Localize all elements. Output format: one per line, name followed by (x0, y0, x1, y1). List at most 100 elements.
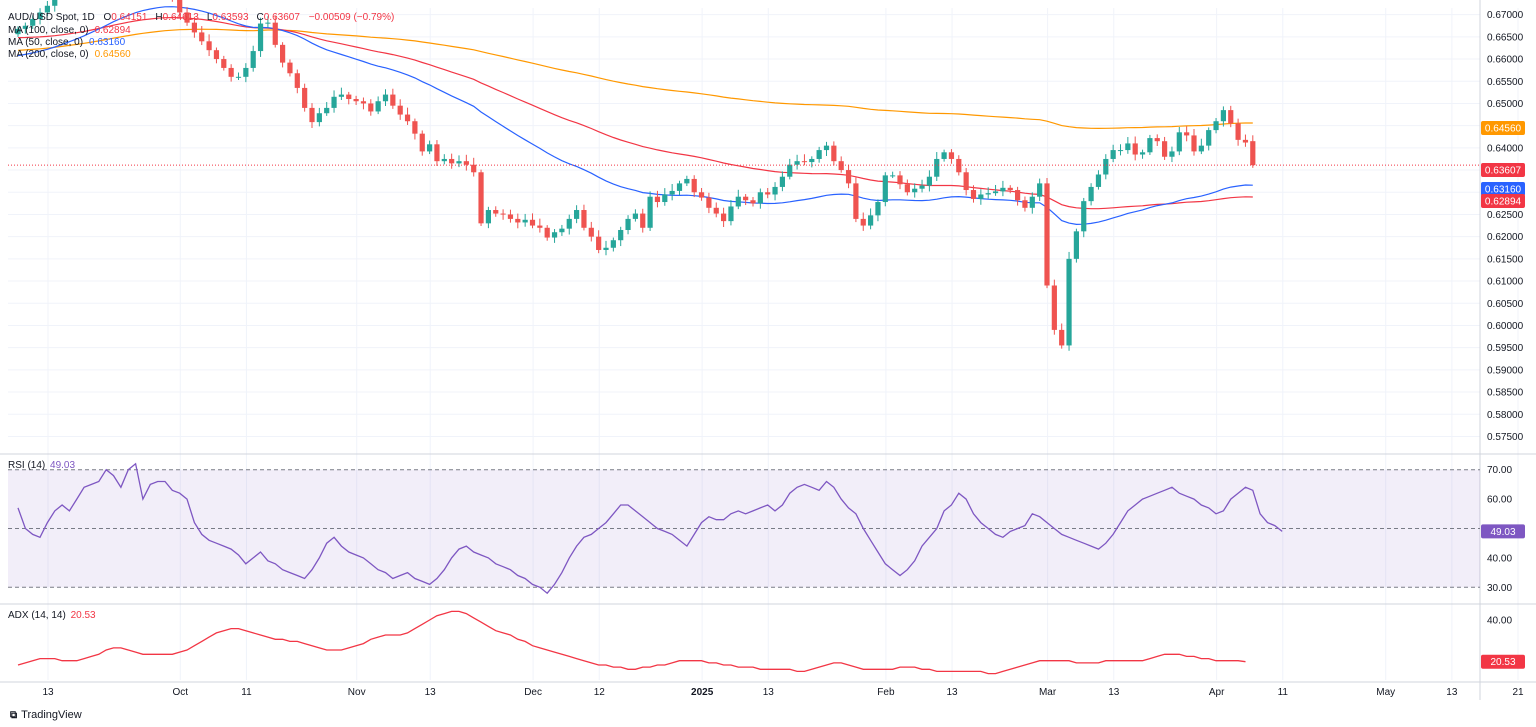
candle-body (706, 197, 712, 208)
price-badge-bg (1481, 194, 1525, 208)
candle-body (1088, 186, 1094, 202)
candle-body (338, 94, 344, 97)
ma-legend-row: MA (100, close, 0) 0.62894 (8, 25, 133, 36)
candle-body (1110, 150, 1116, 159)
x-tick-label: Nov (348, 687, 366, 698)
ohlc-value: 0.64151 (111, 12, 148, 23)
x-tick-label: 11 (241, 687, 252, 698)
candle-body (845, 170, 852, 184)
candle-body (324, 107, 330, 114)
candle-body (368, 103, 374, 112)
candle-body (1059, 329, 1065, 346)
candle-body (794, 161, 800, 165)
symbol-legend: AUD/USD Spot, 1D O0.64151 H0.64613 L0.6359… (8, 12, 396, 23)
ohlc-l: L0.63593 (206, 12, 249, 23)
candle-body (471, 164, 477, 173)
x-tick-label: Dec (524, 687, 542, 698)
candle-body (382, 94, 389, 102)
candle-body (44, 5, 50, 13)
candle-body (272, 22, 278, 45)
x-tick-label: 13 (946, 687, 958, 698)
ma-legend-row: MA (200, close, 0) 0.64560 (8, 49, 133, 60)
candle-body (235, 76, 242, 78)
candle-body (662, 194, 668, 203)
candle-body (559, 228, 565, 233)
ohlc-value: 0.63593 (212, 12, 249, 23)
candle-body (1015, 190, 1021, 201)
candle-body (522, 219, 528, 223)
candle-body (1073, 231, 1079, 259)
candle-body (243, 67, 249, 77)
x-tick-label: 12 (594, 687, 606, 698)
ma-legend-value: 0.62894 (94, 25, 131, 36)
candle-body (823, 145, 830, 151)
candle-body (1162, 141, 1168, 157)
ma200-line (17, 28, 1253, 130)
candle-body (228, 67, 234, 77)
candle-body (287, 62, 293, 74)
candle-body (853, 183, 859, 219)
y-tick-label: 0.65500 (1487, 77, 1524, 88)
candle-body (1037, 183, 1043, 197)
candle-body (1117, 150, 1124, 152)
y-tick-label: 0.62500 (1487, 210, 1524, 221)
candle-body (250, 51, 256, 68)
y-tick-label: 0.57500 (1487, 432, 1524, 443)
candle-body (441, 158, 447, 162)
x-tick-label: 11 (1278, 687, 1289, 698)
x-tick-label: 2025 (691, 687, 714, 698)
y-tick-label: 0.60500 (1487, 299, 1524, 310)
x-tick-label: May (1376, 687, 1395, 698)
rsi-line (17, 462, 1283, 595)
candle-body (22, 25, 28, 29)
rsi-pane (8, 462, 1480, 595)
candle-body (1206, 130, 1212, 146)
candle-body (1007, 187, 1013, 191)
candle-body (434, 144, 440, 162)
adx-badge: 20.53 (1490, 657, 1515, 668)
candle-body (1081, 201, 1087, 232)
rsi-badge-bg (1481, 524, 1525, 539)
candle-body (890, 175, 896, 177)
candle-body (184, 12, 190, 23)
candle-body (52, 0, 58, 6)
x-tick-label: 13 (425, 687, 437, 698)
x-tick-label: Feb (877, 687, 895, 698)
candle-body (1139, 152, 1146, 155)
candle-body (728, 206, 734, 222)
candle-body (463, 161, 469, 165)
candle-body (353, 99, 359, 102)
axes: 0.67000 0.66500 0.66000 0.65500 0.65000 0.645… (42, 10, 1524, 698)
adx-badge-bg (1481, 654, 1525, 669)
price-change: −0.00509 (−0.79%) (308, 12, 395, 23)
x-tick-label: 13 (763, 687, 775, 698)
rsi-tick-label: 70.00 (1487, 465, 1512, 476)
candle-body (941, 152, 947, 159)
candle-body (1051, 285, 1057, 330)
candle-body (838, 161, 844, 171)
candle-body (831, 145, 837, 162)
candle-body (868, 215, 874, 226)
candle-body (765, 192, 771, 195)
candle-body (537, 225, 543, 228)
candle-body (30, 19, 36, 26)
candle-body (684, 178, 690, 184)
candle-body (449, 158, 455, 164)
candle-body (493, 210, 499, 214)
candle-body (625, 218, 631, 230)
candle-body (985, 193, 991, 195)
rsi-badge: 49.03 (1490, 527, 1515, 538)
adx-tick-label: 40.00 (1487, 616, 1512, 627)
candle-body (375, 101, 381, 112)
candle-body (529, 219, 536, 226)
candle-body (1198, 145, 1204, 152)
candle-body (177, 0, 183, 13)
candle-body (735, 196, 741, 207)
candle-body (816, 150, 822, 159)
x-tick-label: 13 (1108, 687, 1120, 698)
candle-body (1242, 139, 1249, 143)
candle-body (500, 213, 506, 215)
candle-body (992, 191, 999, 194)
